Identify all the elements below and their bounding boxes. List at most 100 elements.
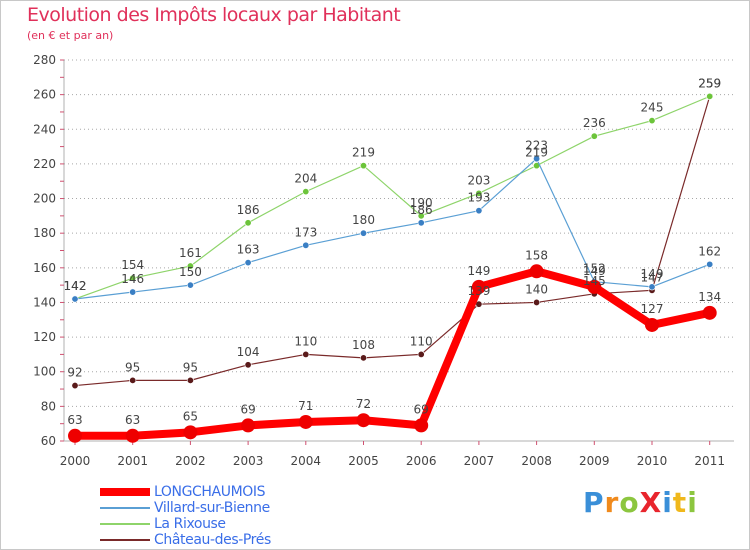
data-label: 147	[641, 270, 664, 284]
data-point	[302, 241, 310, 249]
data-point	[302, 188, 310, 196]
chart-legend: LONGCHAUMOIS Villard-sur-Bienne La Rixou…	[100, 484, 330, 548]
data-label: 108	[352, 338, 375, 352]
data-label: 142	[64, 279, 87, 293]
data-label: 92	[67, 366, 82, 380]
data-label: 219	[352, 146, 375, 160]
data-point	[129, 376, 137, 384]
data-point	[244, 361, 252, 369]
data-label: 95	[125, 360, 140, 374]
x-tick-label: 2008	[521, 454, 552, 468]
data-point	[706, 260, 714, 268]
x-tick-label: 2004	[291, 454, 322, 468]
data-point	[359, 229, 367, 237]
legend-item-la-rixouse[interactable]: La Rixouse	[100, 516, 330, 532]
x-tick-label: 2009	[579, 454, 610, 468]
legend-item-chateau-des-pres[interactable]: Château-des-Prés	[100, 532, 330, 548]
x-tick-label: 2007	[464, 454, 495, 468]
x-tick-label: 2011	[694, 454, 725, 468]
data-point	[302, 350, 310, 358]
proxiti-logo: ProXiti	[583, 486, 698, 519]
y-tick-label: 180	[33, 226, 56, 240]
data-point	[298, 414, 313, 429]
data-label: 162	[698, 244, 721, 258]
legend-swatch	[100, 539, 150, 541]
data-point	[186, 262, 194, 270]
y-tick-label: 280	[33, 53, 56, 67]
data-label: 154	[121, 258, 144, 272]
x-tick-label: 2000	[60, 454, 91, 468]
x-tick-label: 2003	[233, 454, 264, 468]
data-label: 104	[237, 345, 260, 359]
data-label: 190	[410, 196, 433, 210]
data-label: 149	[641, 267, 664, 281]
data-point	[241, 418, 256, 433]
legend-swatch	[100, 523, 150, 525]
data-point	[244, 219, 252, 227]
data-label: 69	[414, 402, 429, 416]
data-point	[356, 413, 371, 428]
logo-letter: i	[662, 486, 673, 519]
data-label: 245	[641, 101, 664, 115]
data-point	[533, 298, 541, 306]
y-tick-label: 80	[41, 399, 56, 413]
data-label: 161	[179, 246, 202, 260]
data-label: 134	[698, 290, 721, 304]
data-label: 223	[525, 139, 548, 153]
data-label: 236	[583, 116, 606, 130]
data-label: 140	[525, 282, 548, 296]
data-label: 71	[298, 399, 313, 413]
data-label: 145	[583, 274, 606, 288]
data-label: 63	[67, 413, 82, 427]
data-label: 150	[179, 265, 202, 279]
data-label: 139	[467, 284, 490, 298]
data-point	[359, 354, 367, 362]
logo-letter: t	[672, 486, 688, 519]
data-label: 69	[240, 402, 255, 416]
data-label: 186	[410, 203, 433, 217]
data-point	[183, 425, 198, 440]
data-label: 149	[583, 264, 606, 278]
series-line	[71, 267, 714, 440]
logo-letter: r	[604, 486, 620, 519]
chart-subtitle: (en € et par an)	[27, 29, 114, 42]
x-tick-label: 2005	[348, 454, 379, 468]
data-label: 142	[64, 279, 87, 293]
y-tick-label: 100	[33, 365, 56, 379]
series-line	[74, 95, 711, 387]
y-tick-label: 160	[33, 261, 56, 275]
logo-letter: X	[639, 486, 663, 519]
data-label: 127	[641, 302, 664, 316]
data-point	[129, 288, 137, 296]
data-point	[590, 132, 598, 140]
data-label: 149	[467, 264, 490, 278]
data-point	[587, 279, 602, 294]
y-tick-label: 200	[33, 192, 56, 206]
data-point	[471, 279, 486, 294]
data-label: 219	[525, 146, 548, 160]
logo-letter: i	[687, 486, 698, 519]
legend-item-villard-sur-bienne[interactable]: Villard-sur-Bienne	[100, 500, 330, 516]
x-tick-label: 2002	[175, 454, 206, 468]
data-point	[186, 281, 194, 289]
data-label: 163	[237, 243, 260, 257]
data-label: 146	[121, 272, 144, 286]
legend-label: Château-des-Prés	[154, 532, 271, 548]
data-label: 63	[125, 413, 140, 427]
x-tick-label: 2006	[406, 454, 437, 468]
data-point	[417, 350, 425, 358]
y-tick-label: 260	[33, 88, 56, 102]
legend-item-longchaumois[interactable]: LONGCHAUMOIS	[100, 484, 330, 500]
data-label: 180	[352, 213, 375, 227]
y-tick-label: 240	[33, 122, 56, 136]
data-label: 65	[183, 409, 198, 423]
data-point	[71, 295, 79, 303]
x-tick-label: 2001	[117, 454, 148, 468]
data-point	[529, 264, 544, 279]
data-label: 259	[698, 76, 721, 90]
data-label: 158	[525, 248, 548, 262]
data-point	[475, 189, 483, 197]
data-point	[645, 317, 659, 332]
data-point	[244, 259, 252, 267]
data-label: 95	[183, 360, 198, 374]
